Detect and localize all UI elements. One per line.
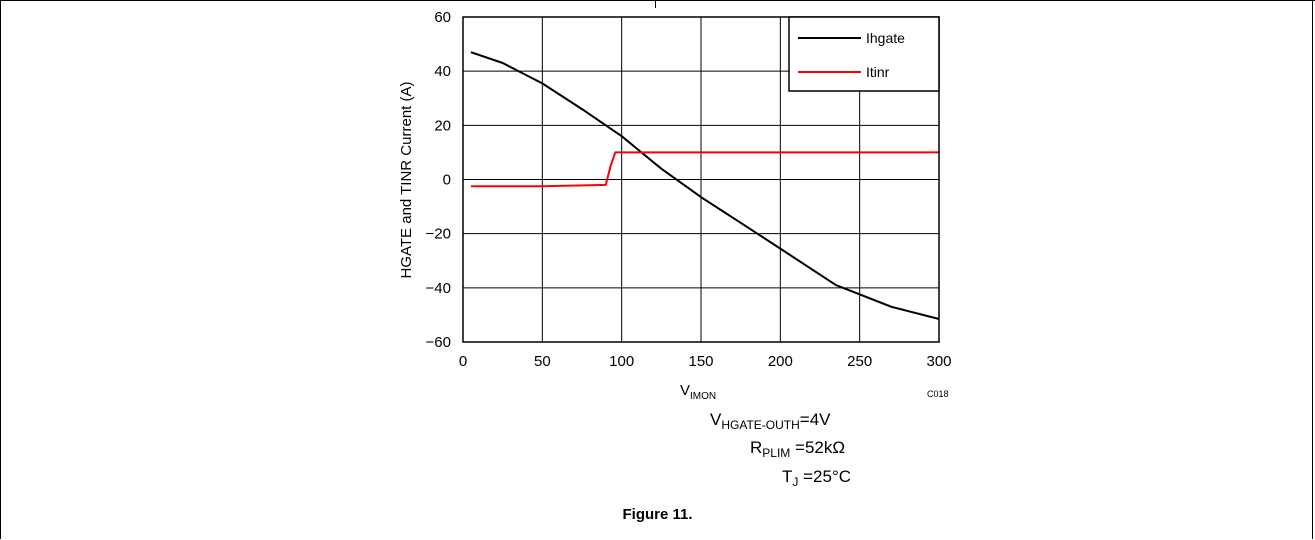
series-layer [470,51,940,320]
legend-label-itinr: Itinr [866,64,890,80]
condition-vhgate: VHGATE-OUTH=4V [710,410,831,432]
top-rule [0,0,1315,8]
x-tick-label: 300 [926,353,951,370]
y-tick-label: 20 [434,117,451,134]
y-tick-label: 60 [434,9,451,26]
legend: Ihgate Itinr [788,16,940,92]
legend-box [788,16,940,92]
x-axis-label: VIMON [680,382,717,402]
y-tick-label: 0 [443,172,451,189]
x-tick-label: 50 [534,353,551,370]
grid-lines [462,16,940,343]
x-tick-label: 0 [459,353,467,370]
series-line-ihgate [470,51,940,320]
condition-tj: TJ =25°C [782,467,852,489]
y-tick-label: −60 [426,334,451,351]
y-tick-label: −40 [426,280,451,297]
x-tick-label: 200 [768,353,793,370]
plot-area-border [462,16,940,343]
x-tick-label: 100 [609,353,634,370]
x-tick-label: 150 [688,353,713,370]
y-axis-label: HGATE and TINR Current (A) [398,82,415,279]
legend-label-ihgate: Ihgate [866,30,905,46]
x-tick-label: 250 [847,353,872,370]
condition-rplim: RPLIM =52kΩ [750,438,846,460]
y-tick-label: −20 [426,226,451,243]
figure-caption: Figure 11. [622,506,693,523]
plot-code: C018 [927,389,949,399]
y-tick-label: 40 [434,63,451,80]
series-line-itinr [470,151,939,188]
